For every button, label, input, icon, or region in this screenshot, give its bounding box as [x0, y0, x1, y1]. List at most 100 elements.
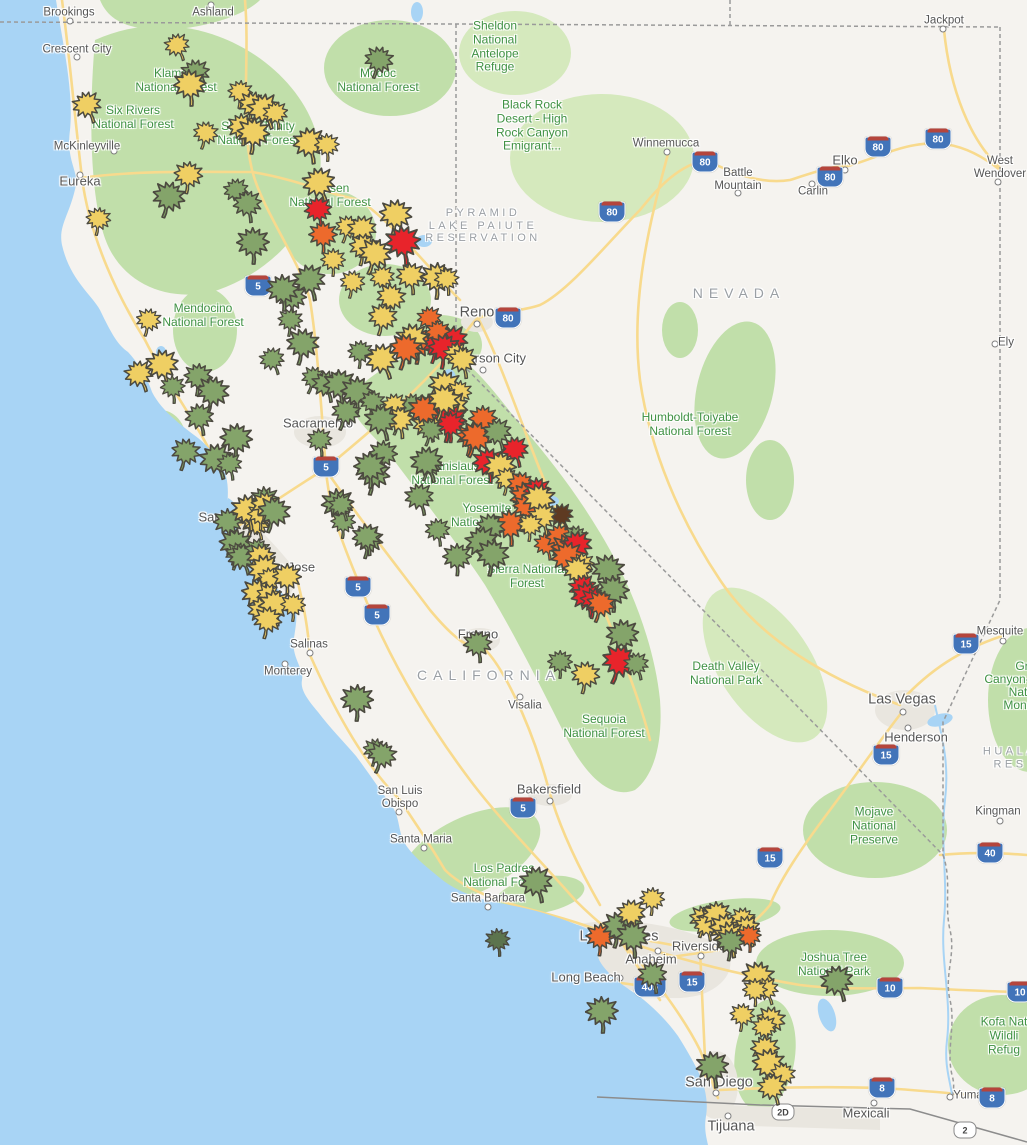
park-label[interactable]: Mojave National Preserve	[850, 805, 898, 846]
city-label[interactable]: Carlin	[798, 185, 828, 198]
shield-number: 80	[824, 172, 836, 184]
fall-color-leaf-marker-yellow[interactable]	[83, 206, 113, 238]
city-label[interactable]: Eureka	[59, 174, 100, 190]
city-label[interactable]: Anaheim	[625, 952, 676, 968]
fall-color-leaf-marker-yellow[interactable]	[313, 133, 340, 163]
fall-color-leaf-marker-yellow[interactable]	[433, 266, 462, 298]
city-label[interactable]: Jackpot	[924, 14, 964, 27]
fall-color-leaf-marker-green[interactable]	[442, 543, 472, 577]
city-label[interactable]: Kingman	[975, 805, 1020, 818]
park-label[interactable]: Sheldon National Antelope Refuge	[471, 19, 518, 74]
park-label[interactable]: Mendocino National Forest	[162, 301, 243, 330]
city-label[interactable]: Crescent City	[42, 43, 111, 56]
city-label[interactable]: Ashland	[192, 6, 234, 19]
park-label[interactable]: Mon	[1003, 698, 1026, 713]
fall-color-leaf-marker-green[interactable]	[230, 188, 265, 226]
city-label[interactable]: West Wendover	[974, 155, 1026, 181]
city-label[interactable]: Ely	[998, 336, 1014, 349]
city-label[interactable]: Elko	[832, 153, 857, 169]
shield-number: 15	[686, 977, 698, 989]
city-dot	[939, 25, 947, 33]
shield-number: 5	[374, 610, 380, 622]
fall-color-leaf-marker-green[interactable]	[353, 451, 387, 489]
city-label[interactable]: Santa Maria	[390, 833, 452, 846]
fall-color-leaf-marker-yellow[interactable]	[172, 68, 209, 108]
fall-color-leaf-marker-green[interactable]	[236, 227, 271, 266]
city-label[interactable]: Yuma	[953, 1089, 982, 1102]
fall-color-leaf-marker-yellow[interactable]	[638, 887, 666, 918]
city-label-text: Carlin	[797, 185, 829, 198]
park-label[interactable]: Canyon-	[984, 672, 1027, 687]
city-label[interactable]: Winnemucca	[633, 137, 699, 150]
city-dot	[516, 693, 524, 701]
fall-color-leaf-marker-green[interactable]	[461, 628, 495, 665]
fall-color-leaf-marker-green[interactable]	[614, 920, 651, 961]
shield-number: 80	[606, 207, 618, 219]
city-dot	[808, 180, 816, 188]
fall-color-leaf-marker-yellow[interactable]	[742, 978, 768, 1007]
city-label[interactable]: Santa Barbara	[451, 892, 525, 905]
park-label[interactable]: Sequoia National Forest	[563, 712, 644, 741]
park-label-text: Six Rivers	[105, 103, 160, 118]
fall-color-leaf-marker-green[interactable]	[214, 450, 245, 484]
shield-number: 5	[355, 582, 361, 594]
fall-color-leaf-marker-green[interactable]	[350, 521, 385, 559]
region-label-text: RESERVATION	[425, 232, 541, 245]
city-label[interactable]: Riverside	[672, 939, 726, 955]
fall-color-leaf-marker-green[interactable]	[305, 427, 334, 459]
city-label[interactable]: Tijuana	[707, 1119, 754, 1136]
city-label[interactable]: San Diego	[685, 1075, 753, 1092]
fall-color-leaf-marker-dark-green[interactable]	[484, 927, 513, 959]
city-label[interactable]: Mexicali	[843, 1106, 890, 1122]
city-label[interactable]: Bakersfield	[516, 781, 582, 798]
city-label[interactable]: Carson City	[458, 351, 526, 367]
fall-color-leaf-marker-yellow[interactable]	[234, 115, 272, 156]
interstate-shield: 40	[976, 842, 1004, 864]
park-label[interactable]: Nat	[1009, 685, 1027, 700]
city-label-text: Bakersfield	[516, 781, 582, 797]
city-label[interactable]: Reno	[460, 305, 495, 322]
city-label[interactable]: Battle Mountain	[714, 167, 761, 193]
park-label[interactable]: Sierra National Forest	[487, 562, 566, 591]
region-label: CALIFORNIA	[417, 667, 561, 683]
shield-number: 10	[884, 983, 896, 995]
fall-color-leaf-marker-green[interactable]	[276, 307, 305, 339]
city-label[interactable]: Las Vegas	[868, 692, 936, 709]
park-label[interactable]: Black Rock Desert - High Rock Canyon Emigra…	[496, 98, 568, 153]
city-label-text: Reno	[459, 304, 495, 321]
park-label[interactable]: Modoc National Forest	[337, 66, 418, 95]
city-dot	[712, 1089, 720, 1097]
park-label[interactable]: Gr	[1015, 659, 1027, 674]
fall-color-leaf-marker-green[interactable]	[693, 1049, 733, 1092]
city-label[interactable]: Sacramento	[283, 416, 353, 432]
park-label-text: Rock Canyon	[495, 125, 569, 139]
city-label[interactable]: McKinleyville	[54, 140, 120, 153]
park-label-text: National Forest	[92, 117, 174, 131]
fall-color-leaf-marker-yellow[interactable]	[336, 268, 367, 302]
fall-color-leaf-marker-green[interactable]	[339, 683, 374, 722]
fall-color-leaf-marker-green[interactable]	[635, 959, 671, 998]
fall-color-leaf-marker-green[interactable]	[472, 537, 512, 580]
fall-color-leaf-marker-green[interactable]	[713, 927, 746, 964]
city-label[interactable]: San Luis Obispo	[378, 785, 423, 811]
park-label[interactable]: Six Rivers National Forest	[92, 103, 174, 132]
city-label[interactable]: Mesquite	[977, 625, 1024, 638]
fall-color-leaf-marker-yellow[interactable]	[249, 604, 285, 643]
park-label-text: National	[472, 32, 518, 47]
park-label[interactable]: Humboldt-Toiyabe National Forest	[642, 410, 739, 439]
city-label[interactable]: Henderson	[884, 730, 948, 746]
fall-color-leaf-marker-green[interactable]	[584, 995, 619, 1034]
city-label[interactable]: Visalia	[508, 699, 542, 712]
park-label-text: Death Valley	[692, 659, 760, 674]
park-label[interactable]: Death Valley National Park	[690, 659, 762, 688]
city-label[interactable]: Salinas	[290, 638, 328, 651]
park-label[interactable]: Kofa Nat Wildli Refug	[981, 1015, 1027, 1056]
city-dot	[724, 1112, 732, 1120]
city-label[interactable]: Long Beach	[551, 970, 620, 986]
ocean	[0, 0, 708, 1145]
region-label-text: HUALA	[982, 745, 1027, 758]
region-label: NEVADA	[693, 285, 786, 301]
city-label[interactable]: Monterey	[264, 665, 312, 678]
city-label[interactable]: Brookings	[43, 6, 94, 19]
